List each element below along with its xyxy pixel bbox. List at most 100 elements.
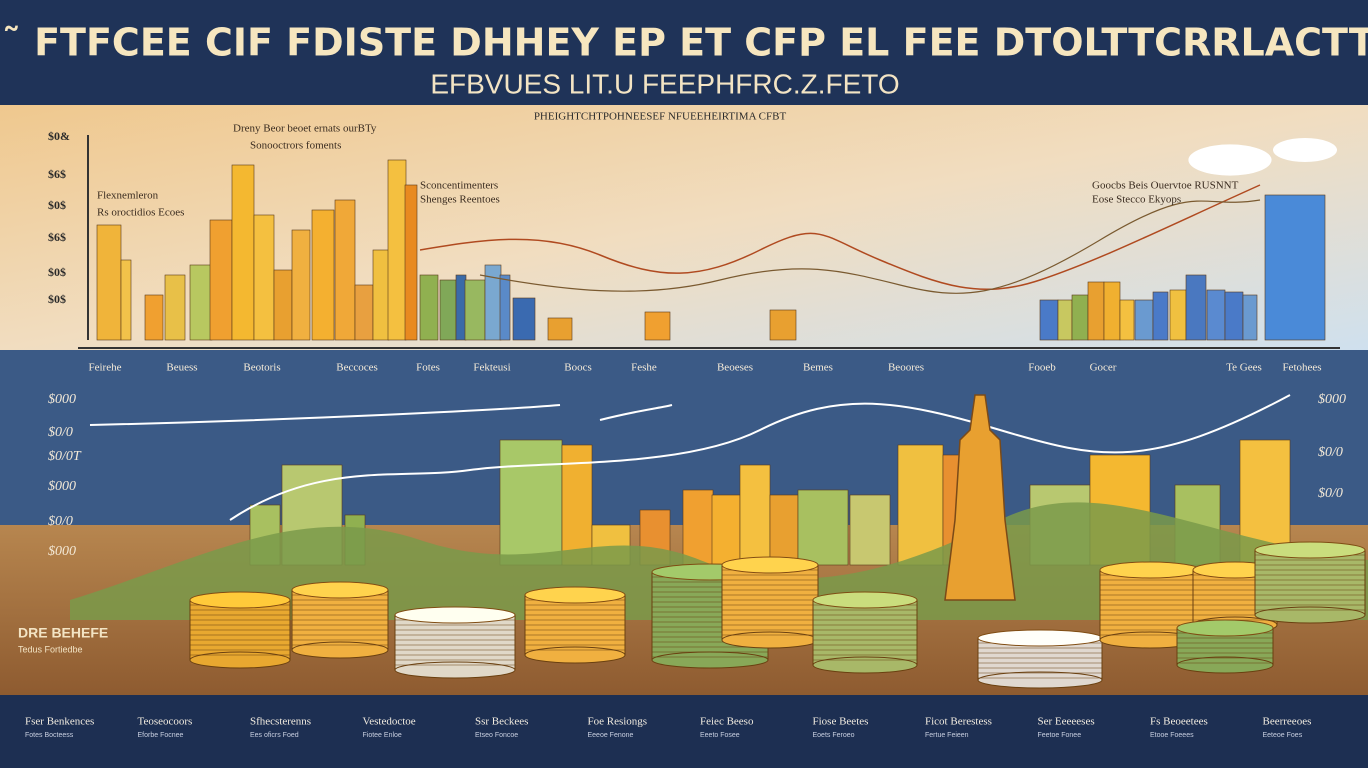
bar bbox=[769, 309, 797, 341]
footer-note: Eeeto Fosee bbox=[700, 732, 740, 739]
category-label: Gocer bbox=[1090, 362, 1117, 374]
coin-base bbox=[1254, 606, 1366, 624]
category-label: Feirehe bbox=[89, 362, 122, 374]
coin-base bbox=[1176, 656, 1274, 674]
tower bbox=[944, 394, 1016, 601]
bar bbox=[144, 294, 164, 341]
bar bbox=[711, 494, 741, 566]
left-label: $000 bbox=[48, 392, 76, 407]
bar bbox=[1087, 281, 1105, 341]
footer-note: Fiotee Enloe bbox=[363, 732, 402, 739]
left-label: $0/0 bbox=[48, 514, 73, 529]
footer-title: Ssr Beckees bbox=[475, 716, 528, 728]
footer-title: Vestedoctoe bbox=[363, 716, 416, 728]
trend-line bbox=[479, 199, 1261, 294]
bar bbox=[1224, 291, 1244, 341]
footer-note: Eeeoe Fenone bbox=[588, 732, 634, 739]
illustration bbox=[70, 135, 1368, 689]
annotation: Eose Stecco Ekyops bbox=[1092, 194, 1181, 206]
annotation: Rs oroctidios Ecoes bbox=[97, 207, 184, 219]
bar bbox=[120, 259, 132, 341]
coin-stack bbox=[1254, 541, 1366, 624]
bar bbox=[547, 317, 573, 341]
left-label: $0/0 bbox=[48, 425, 73, 440]
coin-top bbox=[977, 629, 1103, 647]
bar bbox=[797, 489, 849, 566]
bar bbox=[439, 279, 457, 341]
coin-top bbox=[721, 556, 819, 574]
footer-note: Fotes Bocteess bbox=[25, 732, 74, 739]
bar bbox=[739, 464, 771, 566]
bar bbox=[253, 214, 275, 341]
coin-top bbox=[394, 606, 516, 624]
coin-body bbox=[394, 614, 516, 671]
bar bbox=[231, 164, 255, 341]
category-label: Fetohees bbox=[1282, 362, 1321, 374]
footer-title: Ser Eeeeeses bbox=[1038, 716, 1095, 728]
bar bbox=[682, 489, 714, 566]
footer-note: Etseo Foncoe bbox=[475, 732, 518, 739]
bar bbox=[1039, 299, 1059, 341]
bar bbox=[769, 494, 799, 566]
coin-base bbox=[812, 656, 918, 674]
bar bbox=[464, 279, 486, 341]
annotation: Sonooctrors foments bbox=[250, 140, 341, 152]
coin-top bbox=[1254, 541, 1366, 559]
bar bbox=[849, 494, 891, 566]
footer-note: Feetoe Fonee bbox=[1038, 732, 1082, 739]
side-note: Tedus Fortiedbe bbox=[18, 644, 83, 654]
bar bbox=[273, 269, 293, 341]
category-label: Boocs bbox=[564, 362, 592, 374]
bar bbox=[644, 311, 671, 341]
side-title: DRE BEHEFE bbox=[18, 625, 108, 641]
footer-note: Fertue Feieen bbox=[925, 732, 969, 739]
bar bbox=[1206, 289, 1226, 341]
coin-top bbox=[189, 591, 291, 609]
footer-title: Teoseocoors bbox=[138, 716, 193, 728]
left-label: $0/0T bbox=[48, 449, 82, 464]
bar bbox=[311, 209, 335, 341]
coin-body bbox=[721, 564, 819, 641]
bar bbox=[1134, 299, 1154, 341]
footer-title: Fs Beoeetees bbox=[1150, 716, 1208, 728]
category-label: Fooeb bbox=[1028, 362, 1056, 374]
header-band bbox=[0, 0, 1368, 105]
category-label: Beotoris bbox=[243, 362, 280, 374]
left-label: $000 bbox=[48, 544, 76, 559]
coin-stack bbox=[721, 556, 819, 649]
coin-base bbox=[524, 646, 626, 664]
bar bbox=[455, 274, 467, 341]
footer-note: Etooe Foeees bbox=[1150, 732, 1194, 739]
bar bbox=[1264, 194, 1326, 341]
coin-top bbox=[1176, 619, 1274, 637]
category-label: Beccoces bbox=[336, 362, 378, 374]
category-label: Feshe bbox=[631, 362, 657, 374]
bar bbox=[419, 274, 439, 341]
coin-top bbox=[1099, 561, 1201, 579]
coin-top bbox=[812, 591, 918, 609]
y-label: $6$ bbox=[48, 230, 66, 244]
footer-title: Sfhecsterenns bbox=[250, 716, 311, 728]
bar bbox=[387, 159, 407, 341]
bar bbox=[1169, 289, 1187, 341]
cloud bbox=[1273, 138, 1337, 162]
bar bbox=[334, 199, 356, 341]
footer-note: Eeteoe Foes bbox=[1263, 732, 1303, 739]
footer-title: Beerreeoes bbox=[1263, 716, 1312, 728]
coin-base bbox=[977, 671, 1103, 689]
hill bbox=[70, 502, 1368, 620]
y-label: $0$ bbox=[48, 292, 66, 306]
footer-note: Ees oficrs Foed bbox=[250, 732, 299, 739]
bar bbox=[499, 274, 511, 341]
coin-stack bbox=[524, 586, 626, 664]
bar bbox=[561, 444, 593, 566]
coin-top bbox=[524, 586, 626, 604]
bar bbox=[1119, 299, 1135, 341]
bar bbox=[404, 184, 418, 341]
bar bbox=[189, 264, 213, 341]
footer-note: Eoets Feroeo bbox=[813, 732, 855, 739]
bar bbox=[499, 439, 563, 566]
bar bbox=[1185, 274, 1207, 341]
right-label: $0/0 bbox=[1318, 486, 1343, 501]
